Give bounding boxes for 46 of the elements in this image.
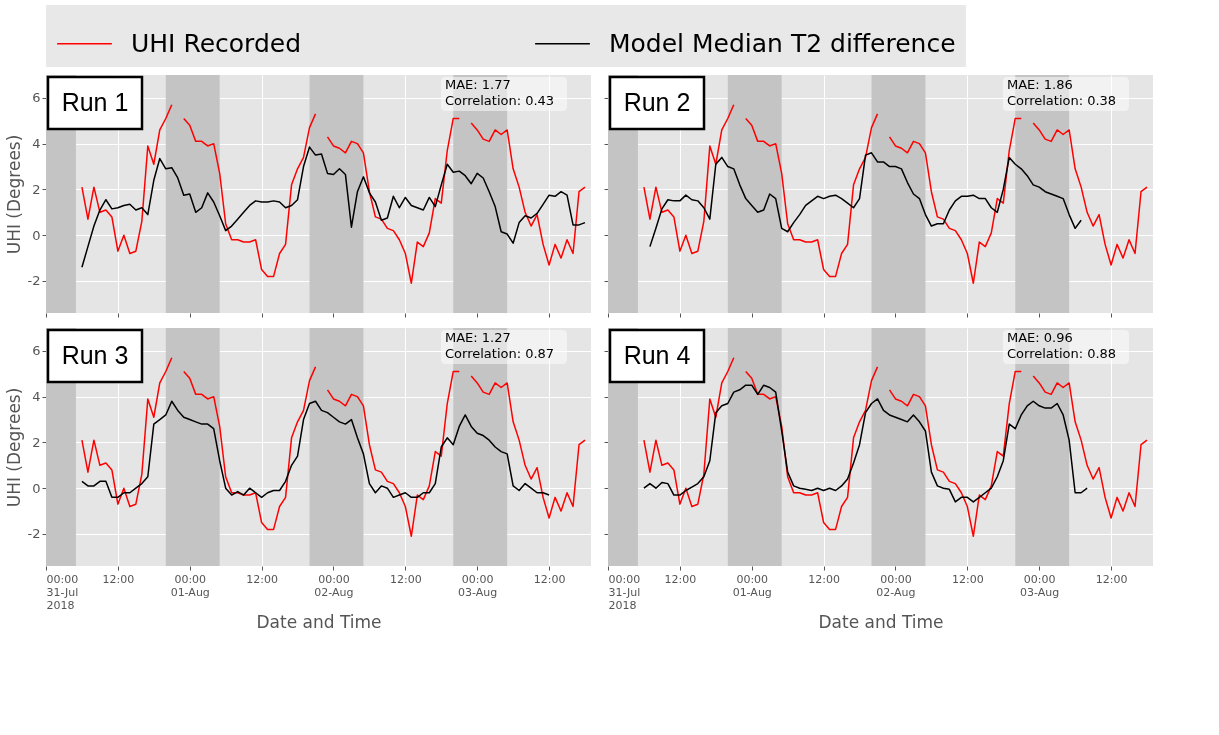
y-tick-label: 4	[32, 136, 41, 152]
annotation: Run 4	[623, 341, 691, 369]
y-tick-label: 6	[32, 343, 41, 359]
y-tick-label: 0	[32, 480, 41, 496]
x-tick-label: 12:00	[389, 572, 422, 586]
x-tick-label: 00:00 03-Aug	[1020, 572, 1060, 599]
x-tick-label: 00:00 01-Aug	[732, 572, 772, 599]
x-tick-label: 12:00	[808, 572, 840, 586]
annotation: Run 2	[623, 88, 691, 116]
y-tick-label: -2	[27, 273, 41, 289]
y-tick-label: -2	[27, 526, 41, 542]
annotation: Run 3	[61, 341, 129, 369]
y-axis-title: UHI (Degrees)	[3, 387, 24, 508]
annotation: Correlation: 0.87	[445, 346, 555, 361]
y-tick-label: 6	[32, 90, 41, 106]
y-axis-title: UHI (Degrees)	[3, 134, 24, 255]
annotation: MAE: 0.96	[1007, 330, 1073, 345]
x-tick-label: 12:00	[1095, 572, 1128, 586]
legend-label: UHI Recorded	[131, 28, 302, 58]
annotation: Correlation: 0.88	[1007, 346, 1117, 361]
annotation: Correlation: 0.38	[1007, 93, 1117, 108]
x-axis-title: Date and Time	[818, 611, 944, 632]
annotation: MAE: 1.27	[445, 330, 511, 345]
x-tick-label: 00:00 02-Aug	[876, 572, 916, 599]
y-tick-label: 0	[32, 227, 41, 243]
y-tick-label: 4	[32, 389, 41, 405]
x-tick-label: 00:00 02-Aug	[314, 572, 354, 599]
x-tick-label: 00:00 01-Aug	[170, 572, 210, 599]
x-axis-title: Date and Time	[256, 611, 382, 632]
x-tick-label: 12:00	[533, 572, 566, 586]
x-tick-label: 12:00	[664, 572, 697, 586]
x-tick-label: 12:00	[102, 572, 135, 586]
x-tick-label: 00:00 31-Jul 2018	[46, 572, 79, 612]
annotation: MAE: 1.86	[1007, 77, 1073, 92]
legend-label: Model Median T2 difference	[609, 28, 956, 58]
y-tick-label: 2	[32, 181, 41, 197]
x-tick-label: 00:00 31-Jul 2018	[608, 572, 641, 612]
annotation: Correlation: 0.43	[445, 93, 555, 108]
x-tick-label: 12:00	[246, 572, 278, 586]
line-series	[81, 400, 550, 499]
x-tick-label: 12:00	[951, 572, 984, 586]
y-tick-label: 2	[32, 434, 41, 450]
line-series	[81, 146, 586, 268]
annotation: MAE: 1.77	[445, 77, 511, 92]
annotation: Run 1	[61, 88, 129, 116]
x-tick-label: 00:00 03-Aug	[458, 572, 498, 599]
